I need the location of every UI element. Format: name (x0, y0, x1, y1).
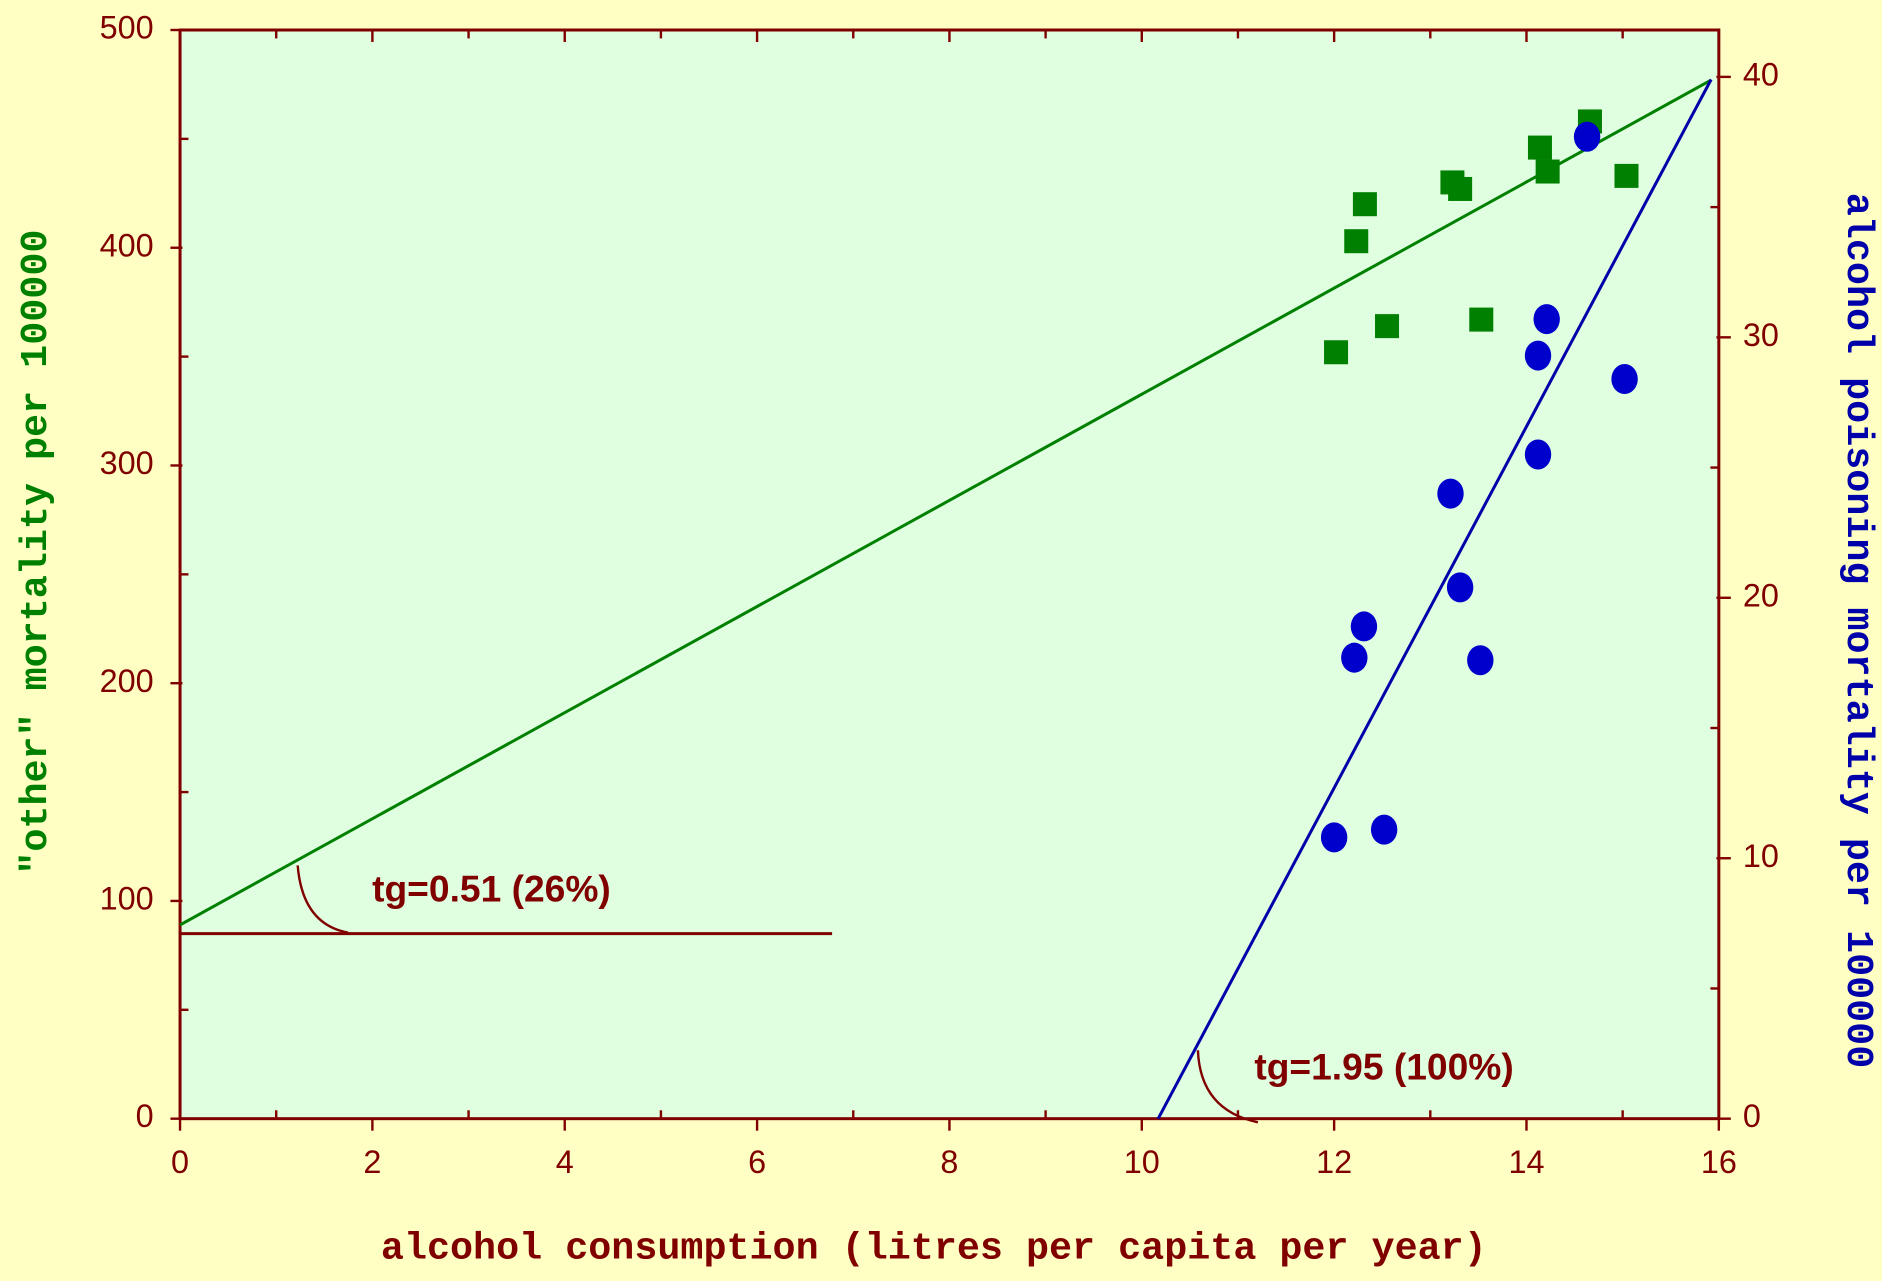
annotation: tg=0.51 (26%) (372, 868, 611, 910)
y2-tick-label: 30 (1743, 317, 1779, 353)
x-tick-label: 2 (363, 1144, 381, 1180)
annotation: tg=1.95 (100%) (1254, 1045, 1513, 1087)
angle-arc (1196, 1050, 1259, 1124)
circle-point (1524, 340, 1552, 371)
x-tick-label: 16 (1701, 1144, 1737, 1180)
circle-point (1446, 572, 1474, 603)
x-tick-label: 10 (1124, 1144, 1160, 1180)
y-tick-label: 500 (100, 10, 154, 46)
circle-point (1611, 364, 1638, 395)
y-tick-label: 200 (100, 663, 154, 699)
square-point (1527, 135, 1552, 160)
circle-point (1350, 611, 1378, 642)
angle-arc (296, 865, 349, 934)
y2-axis-title: alcohol poisoning mortality per 100000 (1836, 193, 1880, 1068)
square-point (1324, 340, 1349, 365)
y-tick-label: 100 (100, 881, 154, 917)
regression-line (1156, 78, 1713, 1120)
y-tick-label: 300 (100, 445, 154, 481)
circle-point (1370, 814, 1398, 845)
plot-area (178, 28, 1721, 1121)
y2-tick-label: 10 (1743, 838, 1779, 874)
y2-tick-label: 40 (1743, 56, 1779, 92)
y-tick-label: 0 (136, 1098, 154, 1134)
chart-root: tg=0.51 (26%) tg=1.95 (100%) alcohol con… (14, 10, 1880, 1271)
x-tick-label: 0 (171, 1144, 189, 1180)
y2-tick-label: 20 (1743, 577, 1779, 613)
x-axis-title: alcohol consumption (litres per capita p… (381, 1226, 1487, 1270)
circle-point (1320, 822, 1348, 853)
square-point (1344, 229, 1369, 254)
square-point (1448, 176, 1473, 201)
square-point (1614, 163, 1639, 188)
x-tick-label: 6 (748, 1144, 766, 1180)
circle-point (1437, 478, 1464, 509)
x-tick-label: 4 (556, 1144, 574, 1180)
square-point (1535, 159, 1560, 184)
circle-point (1573, 121, 1601, 152)
circle-point (1467, 645, 1494, 676)
square-point (1469, 307, 1494, 332)
regression-line (179, 78, 1712, 927)
square-point (1352, 192, 1377, 217)
x-tick-label: 12 (1316, 1144, 1352, 1180)
y2-tick-label: 0 (1743, 1098, 1761, 1134)
circle-point (1524, 439, 1552, 470)
y-tick-label: 400 (100, 227, 154, 263)
circle-point (1341, 642, 1368, 673)
x-tick-label: 14 (1508, 1144, 1544, 1180)
square-point (1375, 314, 1400, 339)
x-tick-label: 8 (940, 1144, 958, 1180)
circle-point (1533, 304, 1560, 335)
y-axis-title: "other" mortality per 100000 (14, 230, 58, 875)
